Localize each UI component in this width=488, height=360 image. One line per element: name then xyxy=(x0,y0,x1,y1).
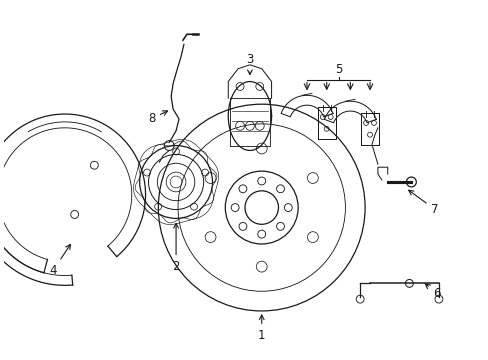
Text: 6: 6 xyxy=(425,284,440,300)
Circle shape xyxy=(405,279,412,287)
Text: 5: 5 xyxy=(334,63,342,76)
Text: 2: 2 xyxy=(172,224,180,273)
Text: 1: 1 xyxy=(258,315,265,342)
Text: 7: 7 xyxy=(408,190,438,216)
Text: 8: 8 xyxy=(147,111,167,125)
Text: 3: 3 xyxy=(246,53,253,75)
Text: 4: 4 xyxy=(49,244,70,277)
